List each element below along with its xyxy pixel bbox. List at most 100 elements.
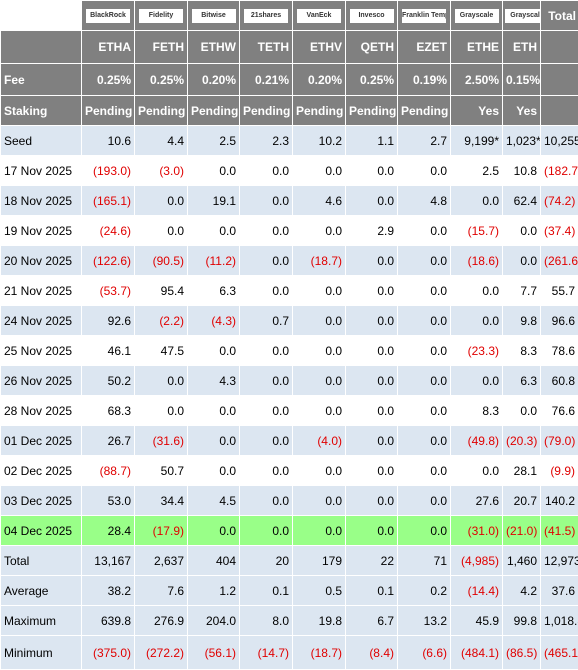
cell-value: 28.4 — [82, 516, 135, 546]
cell-value: 0.0 — [240, 456, 293, 486]
cell-value: 0.0 — [398, 396, 451, 426]
fee-value: 0.20% — [293, 64, 346, 96]
cell-value: 0.0 — [293, 276, 346, 306]
cell-value: 7.7 — [503, 276, 541, 306]
cell-value: (49.8) — [451, 426, 503, 456]
cell-value: 12,973 — [541, 546, 578, 576]
cell-value: 0.0 — [346, 366, 398, 396]
ticker: ETHA — [82, 31, 135, 64]
cell-value: 4.8 — [398, 186, 451, 216]
row-label: 20 Nov 2025 — [1, 246, 82, 276]
staking-value: Pending — [135, 96, 188, 126]
cell-value: 47.5 — [135, 336, 188, 366]
cell-value: 4.2 — [503, 576, 541, 606]
cell-value: 0.0 — [346, 336, 398, 366]
cell-value: 0.0 — [240, 216, 293, 246]
blank-cell — [541, 64, 578, 96]
cell-value: 4.4 — [135, 126, 188, 156]
cell-value: (122.6) — [82, 246, 135, 276]
cell-value: 20 — [240, 546, 293, 576]
cell-value: 0.0 — [398, 306, 451, 336]
cell-value: 0.0 — [188, 396, 240, 426]
blank-cell — [1, 31, 82, 64]
cell-value: 0.0 — [135, 186, 188, 216]
row-label: Seed — [1, 126, 82, 156]
issuer-logo: VanEck — [297, 9, 341, 23]
cell-value: (193.0) — [82, 156, 135, 186]
cell-value: 0.0 — [240, 276, 293, 306]
staking-value: Yes — [503, 96, 541, 126]
cell-value: 55.7 — [541, 276, 578, 306]
row-label: Staking — [1, 96, 82, 126]
cell-value: 0.0 — [240, 486, 293, 516]
cell-value: 9,199* — [451, 126, 503, 156]
ticker: TETH — [240, 31, 293, 64]
cell-value: 71 — [398, 546, 451, 576]
ticker: ETHV — [293, 31, 346, 64]
cell-value: 27.6 — [451, 486, 503, 516]
cell-value: 0.0 — [188, 336, 240, 366]
logo-cell: Franklin Templeton — [398, 1, 451, 31]
staking-value: Pending — [398, 96, 451, 126]
cell-value: 6.3 — [188, 276, 240, 306]
cell-value: 38.2 — [82, 576, 135, 606]
cell-value: 28.1 — [503, 456, 541, 486]
blank-cell — [541, 31, 578, 64]
fee-value: 0.25% — [135, 64, 188, 96]
cell-value: (165.1) — [82, 186, 135, 216]
cell-value: 99.8 — [503, 606, 541, 636]
cell-value: 0.0 — [240, 246, 293, 276]
cell-value: (14.7) — [240, 636, 293, 670]
cell-value: 0.0 — [240, 426, 293, 456]
cell-value: 46.1 — [82, 336, 135, 366]
cell-value: 13.2 — [398, 606, 451, 636]
cell-value: (3.0) — [135, 156, 188, 186]
cell-value: (4.3) — [188, 306, 240, 336]
logo-cell: Bitwise — [188, 1, 240, 31]
row-label: Fee — [1, 64, 82, 96]
logo-cell: BlackRock — [82, 1, 135, 31]
cell-value: 0.0 — [135, 396, 188, 426]
cell-value: 0.0 — [135, 366, 188, 396]
cell-value: 68.3 — [82, 396, 135, 426]
cell-value: (15.7) — [451, 216, 503, 246]
issuer-logo: Franklin Templeton — [402, 9, 446, 23]
cell-value: 0.0 — [188, 426, 240, 456]
cell-value: (41.5) — [541, 516, 578, 546]
cell-value: 0.0 — [346, 186, 398, 216]
cell-value: 2.5 — [451, 156, 503, 186]
data-row: 20 Nov 2025(122.6)(90.5)(11.2)0.0(18.7)0… — [1, 246, 578, 276]
cell-value: 0.0 — [503, 216, 541, 246]
row-label: 17 Nov 2025 — [1, 156, 82, 186]
cell-value: (182.7) — [541, 156, 578, 186]
cell-value: 22 — [346, 546, 398, 576]
cell-value: 0.0 — [293, 156, 346, 186]
cell-value: 0.0 — [398, 336, 451, 366]
cell-value: 4.5 — [188, 486, 240, 516]
cell-value: 0.0 — [398, 246, 451, 276]
cell-value: (56.1) — [188, 636, 240, 670]
cell-value: 0.0 — [503, 396, 541, 426]
fee-value: 0.21% — [240, 64, 293, 96]
cell-value: 204.0 — [188, 606, 240, 636]
cell-value: 0.0 — [293, 396, 346, 426]
cell-value: 92.6 — [82, 306, 135, 336]
cell-value: (23.3) — [451, 336, 503, 366]
row-label: Minimum — [1, 636, 82, 670]
cell-value: 0.0 — [398, 156, 451, 186]
cell-value: (90.5) — [135, 246, 188, 276]
data-row: Minimum(375.0)(272.2)(56.1)(14.7)(18.7)(… — [1, 636, 578, 670]
cell-value: 50.7 — [135, 456, 188, 486]
staking-value: Pending — [82, 96, 135, 126]
